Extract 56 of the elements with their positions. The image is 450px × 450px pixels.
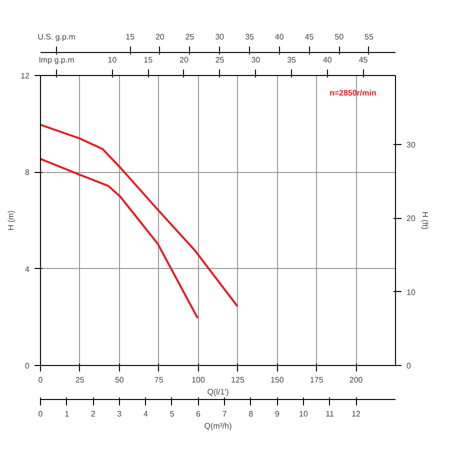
x2-tick-label: 9 — [274, 410, 280, 418]
text: 25 — [185, 32, 195, 42]
y2-tick-label: 20 — [406, 214, 416, 224]
y2-tick-label: 30 — [406, 140, 416, 150]
x2-tick-label: 6 — [196, 410, 202, 418]
x2-tick-label: 8 — [248, 410, 254, 418]
text: 50 — [334, 32, 344, 42]
y2-tick-label: 0 — [406, 362, 412, 370]
x-tick-label: 75 — [154, 376, 164, 384]
text: 25 — [215, 56, 225, 64]
y-tick-label: 12 — [20, 72, 30, 80]
y2-tick-label: 10 — [406, 288, 416, 297]
text: 20 — [180, 56, 189, 64]
x2-tick-label: 11 — [326, 410, 334, 418]
text: 35 — [287, 56, 297, 64]
x-tick-label: 175 — [310, 376, 324, 384]
text: 30 — [251, 56, 261, 64]
y-tick-label: 0 — [25, 362, 30, 370]
text: 35 — [245, 32, 255, 42]
text: 45 — [358, 56, 368, 64]
x2-axis-title: Q(m³/h) — [204, 422, 232, 430]
x-tick-label: 25 — [75, 376, 85, 384]
x2-tick-label: 7 — [222, 410, 228, 418]
y-axis-title: H (m) — [6, 210, 16, 230]
x2-tick-label: 12 — [352, 410, 362, 418]
x2-tick-label: 0 — [38, 410, 44, 418]
x-tick-label: 125 — [231, 376, 245, 384]
line-series — [40, 158, 199, 320]
line-series — [40, 124, 238, 308]
x2-tick-label: 2 — [90, 410, 96, 418]
x-tick-label: 50 — [114, 376, 124, 384]
x-tick-label: 150 — [270, 376, 284, 384]
x2-tick-label: 3 — [117, 410, 122, 418]
text: 15 — [126, 32, 136, 42]
x-axis-title: Q(l/1') — [207, 388, 230, 396]
x2-tick-label: 5 — [170, 410, 175, 418]
annotation: n=2850r/min — [329, 88, 376, 98]
text: 40 — [322, 56, 332, 64]
text: 20 — [155, 32, 165, 42]
text: Imp g.p.m — [38, 56, 75, 64]
x-tick-label: 200 — [349, 376, 364, 384]
y-tick-label: 4 — [25, 264, 30, 274]
x2-tick-label: 10 — [299, 410, 308, 418]
x-tick-label: 100 — [192, 376, 206, 384]
text: 40 — [274, 32, 284, 42]
text: 30 — [215, 32, 225, 42]
text: 10 — [108, 56, 118, 64]
text: 55 — [364, 32, 374, 42]
text: 15 — [144, 56, 154, 64]
text: U.S. g.p.m — [38, 32, 76, 42]
y-tick-label: 8 — [25, 168, 30, 178]
y2-axis-title: H (ft) — [420, 212, 430, 230]
x2-tick-label: 1 — [64, 410, 70, 418]
x2-tick-label: 4 — [143, 410, 148, 418]
x-tick-label: 0 — [38, 376, 44, 384]
text: 45 — [304, 32, 314, 42]
